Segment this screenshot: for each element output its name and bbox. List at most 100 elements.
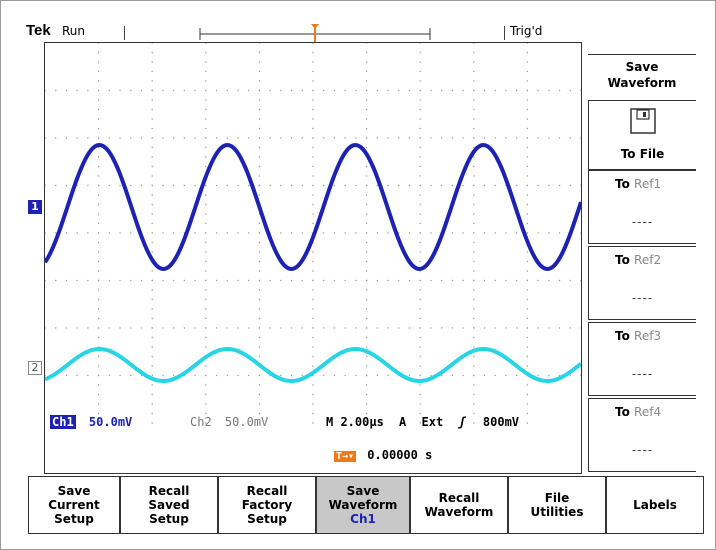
- grid-dot: [280, 279, 282, 282]
- file-utilities-button[interactable]: File Utilities: [508, 476, 606, 534]
- to-ref4-button[interactable]: To Ref4 ----: [588, 398, 696, 472]
- grid-dot: [119, 184, 121, 187]
- grid-dot: [258, 99, 261, 101]
- grid-dot: [473, 336, 475, 339]
- grid-dot: [226, 327, 228, 329]
- grid-dot: [258, 175, 261, 177]
- grid-dot: [258, 137, 261, 139]
- to-ref2-button[interactable]: To Ref2 ----: [588, 246, 696, 320]
- grid-dot: [97, 222, 100, 225]
- grid-dot: [97, 251, 100, 253]
- ch1-ground-marker[interactable]: 1: [28, 200, 42, 214]
- save-waveform-button[interactable]: Save Waveform Ch1: [316, 476, 410, 534]
- grid-dot: [333, 327, 336, 329]
- grid-dot: [258, 61, 261, 63]
- waveform-display[interactable]: [43, 42, 583, 474]
- grid-dot: [473, 203, 475, 206]
- grid-dot: [205, 70, 207, 73]
- grid-dot: [537, 184, 539, 187]
- grid-dot: [280, 137, 282, 139]
- to-ref1-button[interactable]: To Ref1 ----: [588, 170, 696, 244]
- grid-dot: [130, 89, 132, 92]
- recall-factory-setup-button[interactable]: Recall Factory Setup: [218, 476, 316, 534]
- grid-dot: [258, 70, 261, 73]
- grid-dot: [205, 260, 207, 263]
- grid-dot: [473, 99, 475, 101]
- grid-dot: [440, 279, 443, 282]
- recall-waveform-button[interactable]: Recall Waveform: [410, 476, 508, 534]
- grid-dot: [151, 298, 153, 301]
- grid-dot: [365, 346, 368, 348]
- grid-dot: [44, 184, 46, 187]
- grid-dot: [97, 118, 100, 120]
- grid-dot: [419, 175, 421, 177]
- grid-dot: [44, 374, 46, 377]
- grid-dot: [515, 279, 518, 282]
- labels-button[interactable]: Labels: [606, 476, 704, 534]
- grid-dot: [76, 89, 78, 92]
- ch1-label: Ch1: [50, 415, 76, 429]
- grid-dot: [97, 298, 100, 301]
- grid-dot: [365, 175, 368, 177]
- grid-dot: [151, 374, 153, 377]
- grid-dot: [526, 108, 529, 111]
- grid-dot: [108, 279, 111, 282]
- grid-dot: [312, 175, 314, 177]
- grid-dot: [419, 156, 421, 158]
- grid-dot: [247, 374, 250, 377]
- grid-dot: [97, 270, 100, 272]
- grid-dot: [205, 308, 207, 310]
- recall-saved-setup-button[interactable]: Recall Saved Setup: [120, 476, 218, 534]
- grid-dot: [205, 241, 207, 244]
- to-ref3-button[interactable]: To Ref3 ----: [588, 322, 696, 396]
- grid-dot: [183, 89, 186, 92]
- grid-dot: [151, 289, 153, 291]
- grid-dot: [526, 42, 529, 44]
- grid-dot: [76, 137, 78, 139]
- grid-dot: [580, 184, 582, 187]
- grid-dot: [537, 374, 539, 377]
- grid-dot: [97, 70, 100, 73]
- grid-dot: [290, 89, 293, 92]
- grid-dot: [151, 184, 153, 187]
- grid-dot: [55, 279, 57, 282]
- grid-dot: [258, 355, 261, 358]
- grid-dot: [258, 327, 261, 329]
- grid-dot: [97, 184, 100, 187]
- grid-dot: [194, 327, 196, 329]
- grid-dot: [473, 70, 475, 73]
- grid-dot: [483, 232, 486, 234]
- grid-dot: [280, 89, 282, 92]
- grid-dot: [365, 393, 368, 396]
- grid-dot: [312, 194, 314, 196]
- grid-dot: [355, 232, 357, 234]
- grid-dot: [172, 232, 175, 234]
- save-current-setup-button[interactable]: Save Current Setup: [28, 476, 120, 534]
- grid-dot: [376, 232, 379, 234]
- grid-dot: [205, 118, 207, 120]
- trigger-status: Trig'd: [510, 24, 543, 38]
- grid-dot: [76, 327, 78, 329]
- grid-dot: [355, 327, 357, 329]
- grid-dot: [323, 137, 325, 139]
- grid-dot: [87, 374, 89, 377]
- trigger-level: 800mV: [482, 415, 520, 429]
- grid-dot: [237, 89, 239, 92]
- grid-dot: [333, 184, 336, 187]
- grid-dot: [151, 308, 153, 310]
- grid-dot: [290, 137, 293, 139]
- grid-dot: [526, 289, 529, 291]
- grid-dot: [526, 184, 529, 187]
- to-file-button[interactable]: To File: [588, 100, 696, 170]
- grid-dot: [301, 232, 303, 234]
- grid-dot: [312, 118, 314, 120]
- grid-dot: [312, 403, 314, 405]
- ch2-ground-marker[interactable]: 2: [28, 361, 42, 375]
- grid-dot: [183, 279, 186, 282]
- grid-dot: [580, 279, 582, 282]
- grid-dot: [569, 279, 571, 282]
- grid-dot: [473, 42, 475, 44]
- grid-dot: [526, 156, 529, 158]
- grid-dot: [258, 146, 261, 149]
- grid-dot: [451, 327, 454, 329]
